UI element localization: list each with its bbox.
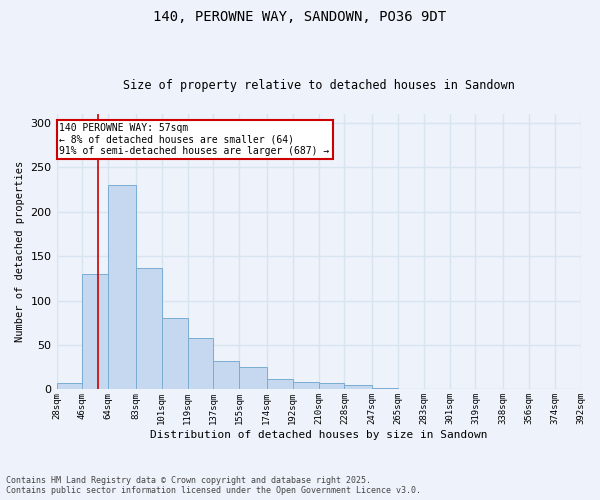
Text: 140 PEROWNE WAY: 57sqm
← 8% of detached houses are smaller (64)
91% of semi-deta: 140 PEROWNE WAY: 57sqm ← 8% of detached … xyxy=(59,123,329,156)
Bar xyxy=(239,367,267,390)
Bar xyxy=(293,382,319,390)
Bar xyxy=(372,388,398,390)
Bar xyxy=(398,388,424,390)
Bar xyxy=(188,338,214,390)
Bar xyxy=(214,361,239,390)
Bar xyxy=(161,318,188,390)
Bar xyxy=(56,383,82,390)
Bar xyxy=(136,268,161,390)
Text: Contains HM Land Registry data © Crown copyright and database right 2025.
Contai: Contains HM Land Registry data © Crown c… xyxy=(6,476,421,495)
Y-axis label: Number of detached properties: Number of detached properties xyxy=(15,161,25,342)
Text: 140, PEROWNE WAY, SANDOWN, PO36 9DT: 140, PEROWNE WAY, SANDOWN, PO36 9DT xyxy=(154,10,446,24)
Bar xyxy=(344,385,372,390)
Bar xyxy=(109,185,136,390)
Bar xyxy=(82,274,109,390)
Bar xyxy=(267,379,293,390)
Title: Size of property relative to detached houses in Sandown: Size of property relative to detached ho… xyxy=(122,79,514,92)
X-axis label: Distribution of detached houses by size in Sandown: Distribution of detached houses by size … xyxy=(150,430,487,440)
Bar xyxy=(319,383,344,390)
